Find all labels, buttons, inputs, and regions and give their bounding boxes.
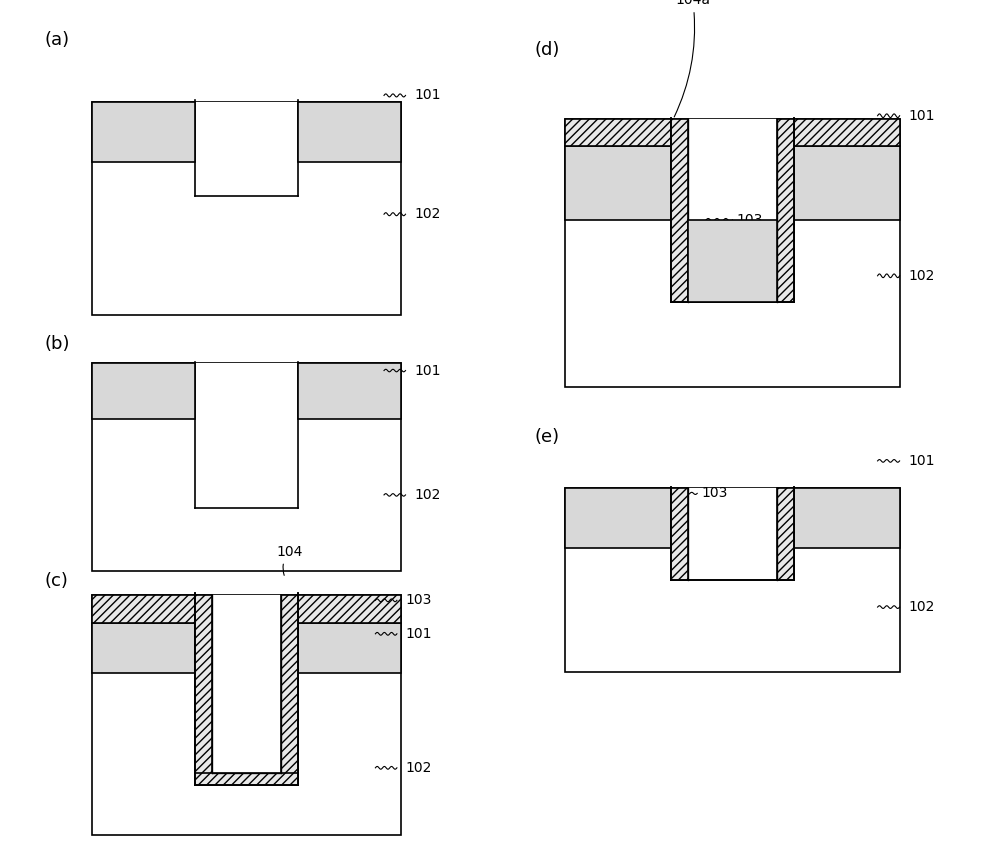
Text: 101: 101 — [414, 364, 441, 377]
Bar — [565, 119, 671, 146]
Bar — [777, 119, 794, 302]
Bar — [281, 595, 298, 784]
Text: (b): (b) — [44, 335, 70, 353]
Text: 101: 101 — [908, 454, 935, 468]
Bar — [298, 363, 401, 419]
Text: 104a: 104a — [674, 0, 710, 117]
Bar — [92, 595, 195, 623]
Bar — [298, 102, 401, 162]
Bar — [92, 363, 195, 419]
Bar — [195, 102, 298, 196]
Text: 102: 102 — [406, 761, 432, 775]
Text: 104: 104 — [276, 545, 303, 575]
Text: 102: 102 — [414, 207, 440, 221]
Text: 101: 101 — [414, 89, 441, 102]
Text: 103: 103 — [702, 486, 728, 500]
Bar — [92, 102, 401, 315]
Bar — [794, 488, 900, 547]
Text: (a): (a) — [44, 31, 69, 49]
Bar — [195, 773, 298, 784]
Bar — [195, 595, 298, 784]
Bar — [671, 119, 688, 302]
Text: 102: 102 — [908, 269, 935, 283]
Bar — [298, 623, 401, 673]
Bar — [688, 220, 777, 302]
Bar — [298, 595, 401, 623]
Bar — [777, 488, 794, 580]
Bar — [195, 595, 212, 784]
Bar — [565, 488, 671, 547]
Text: (c): (c) — [44, 573, 68, 591]
Bar — [195, 363, 298, 508]
Text: 102: 102 — [908, 600, 935, 614]
Bar — [671, 488, 794, 580]
Bar — [671, 488, 688, 580]
Text: 102: 102 — [414, 488, 440, 502]
Bar — [92, 363, 401, 571]
Text: 103: 103 — [737, 213, 763, 227]
Bar — [565, 119, 900, 387]
Bar — [794, 119, 900, 146]
Text: (d): (d) — [534, 41, 560, 59]
Bar — [92, 595, 401, 835]
Bar — [92, 623, 195, 673]
Bar — [565, 146, 671, 220]
Bar — [671, 119, 794, 302]
Text: 101: 101 — [406, 627, 432, 640]
Text: (e): (e) — [534, 428, 560, 447]
Bar — [794, 146, 900, 220]
Bar — [92, 102, 195, 162]
Text: 103: 103 — [406, 593, 432, 607]
Text: 101: 101 — [908, 109, 935, 123]
Bar — [565, 488, 900, 672]
